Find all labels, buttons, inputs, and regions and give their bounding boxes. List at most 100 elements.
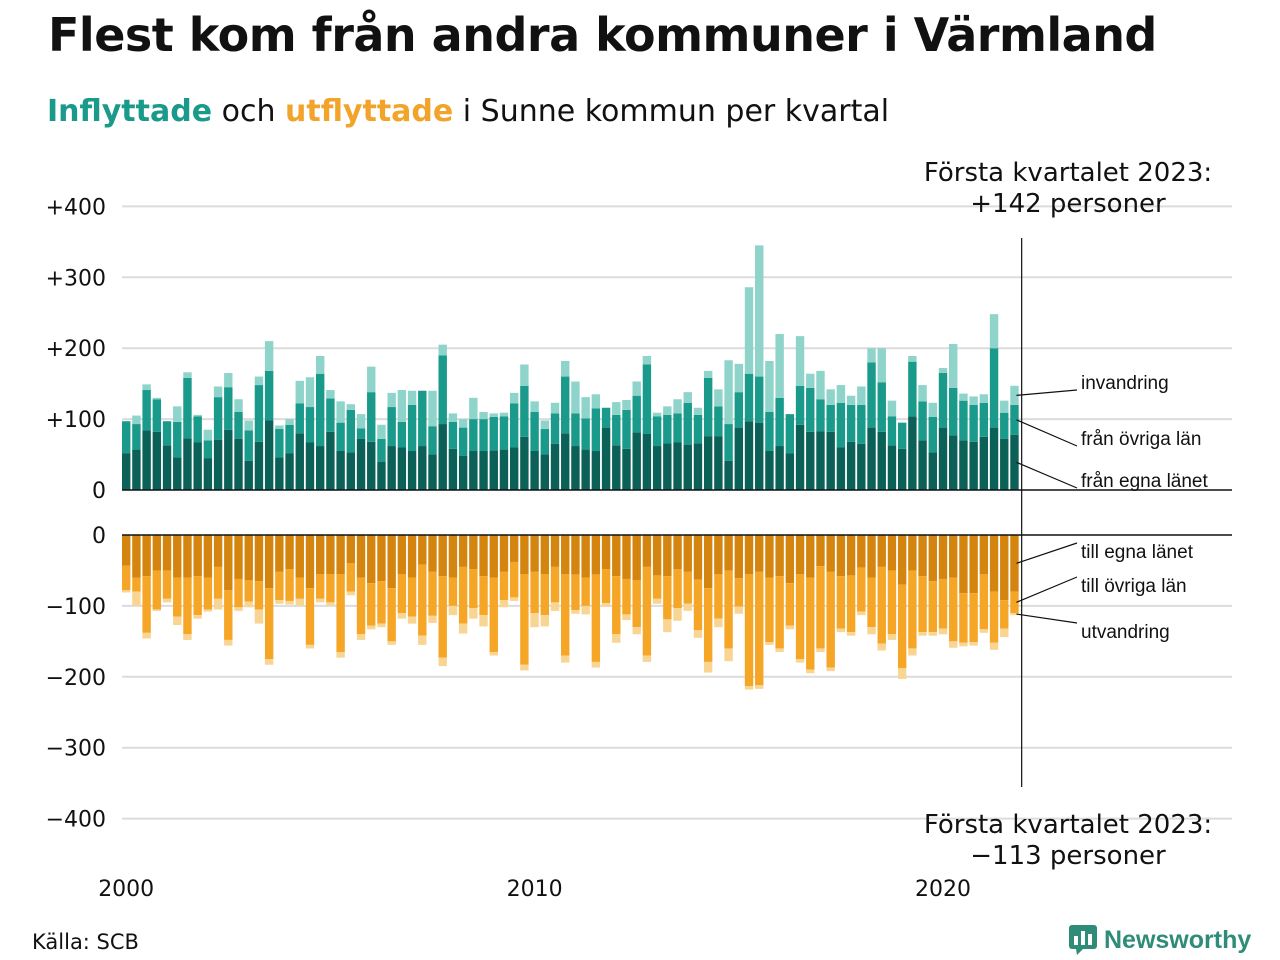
bar-in-1 [356,438,366,490]
bar-in-2 [509,403,519,448]
bar-out-3 [428,615,437,623]
bar-in-2 [693,414,703,444]
bar-in-2 [275,429,284,458]
x-tick: 2010 [507,877,563,902]
bar-in-2 [122,421,131,454]
bar-out-1 [224,535,233,591]
bar-in-3 [346,404,356,410]
bar-out-1 [683,535,692,572]
bar-in-1 [765,451,774,490]
bar-in-3 [632,381,641,396]
bar-out-3 [795,659,805,663]
bar-out-1 [938,535,948,579]
bar-in-1 [387,446,396,490]
bar-in-1 [285,453,294,490]
bar-in-1 [173,457,182,490]
bar-out-1 [928,535,937,582]
bar-in-3 [693,407,703,415]
grid-out [122,604,1232,820]
bar-out-1 [336,535,345,574]
bar-in-3 [315,355,325,374]
bar-in-1 [407,451,417,490]
bar-out-1 [632,535,641,581]
y-tick-out: −300 [46,737,106,762]
bar-in-1 [969,441,978,490]
bar-in-2 [162,421,172,446]
bar-in-1 [959,440,968,490]
bar-in-2 [377,438,386,462]
bar-in-3 [591,394,601,409]
bar-in-1 [703,436,713,490]
bar-in-3 [326,390,335,399]
bar-in-1 [509,447,519,490]
bar-in-2 [561,376,570,434]
bar-out-1 [826,535,835,572]
bar-out-2 [234,578,243,608]
bar-out-1 [857,535,866,568]
chart-title: Flest kom från andra kommuner i Värmland [48,8,1157,62]
bar-out-3 [499,600,509,608]
bar-in-1 [397,447,407,490]
bar-out-2 [193,576,202,616]
brand-logo[interactable]: Newsworthy [1068,924,1251,956]
bar-in-3 [132,415,141,425]
bar-in-3 [867,348,876,363]
bar-in-1 [908,416,917,490]
bar-out-1 [397,535,407,574]
bar-in-3 [887,400,897,417]
bar-out-2 [264,588,274,660]
bar-out-3 [540,615,550,627]
bar-in-2 [499,416,509,450]
x-tick: 2020 [915,877,971,902]
bar-in-2 [652,416,662,447]
bar-in-3 [356,414,366,429]
subtitle-utflyttade: utflyttade [285,94,454,129]
bars [122,245,1019,690]
annotation-bottom-line1: Första kvartalet 2023: [924,810,1212,840]
bar-in-2 [979,402,989,437]
bar-out-2 [499,571,509,601]
grid-in [122,205,1232,421]
bar-out-1 [795,535,805,574]
bar-out-1 [367,535,376,584]
bar-out-1 [479,535,488,577]
bar-in-2 [285,424,294,454]
bar-out-3 [336,651,345,658]
bar-out-1 [816,535,825,567]
bar-in-2 [520,385,529,437]
bar-out-3 [377,623,386,628]
bar-out-3 [836,628,846,633]
bar-out-2 [571,574,580,611]
bar-in-3 [336,401,345,423]
bar-out-2 [162,570,172,599]
bar-out-2 [703,588,713,662]
bar-in-3 [561,360,570,377]
bar-in-1 [193,442,202,490]
bar-in-3 [938,368,948,374]
bar-in-2 [346,409,356,453]
bar-in-1 [438,424,447,490]
bar-in-1 [540,454,550,490]
bar-in-2 [387,407,396,447]
bar-out-3 [826,667,835,672]
bar-out-3 [448,605,458,616]
bar-in-2 [918,401,927,441]
bar-in-1 [918,440,927,490]
bar-out-1 [867,535,876,578]
bar-out-3 [520,664,529,671]
bar-out-2 [836,576,846,629]
bar-in-2 [775,397,784,447]
bar-in-3 [979,394,989,403]
bar-in-1 [469,451,478,490]
bar-out-2 [795,573,805,660]
bar-out-2 [407,577,417,617]
label-leader-out [1016,613,1078,624]
bar-out-2 [254,581,264,610]
bar-in-3 [254,376,264,386]
bar-in-3 [520,364,529,386]
bar-in-2 [203,440,213,459]
bar-out-3 [1010,612,1019,616]
bar-in-3 [285,419,294,425]
bar-out-1 [264,535,274,589]
bar-out-1 [612,535,621,577]
